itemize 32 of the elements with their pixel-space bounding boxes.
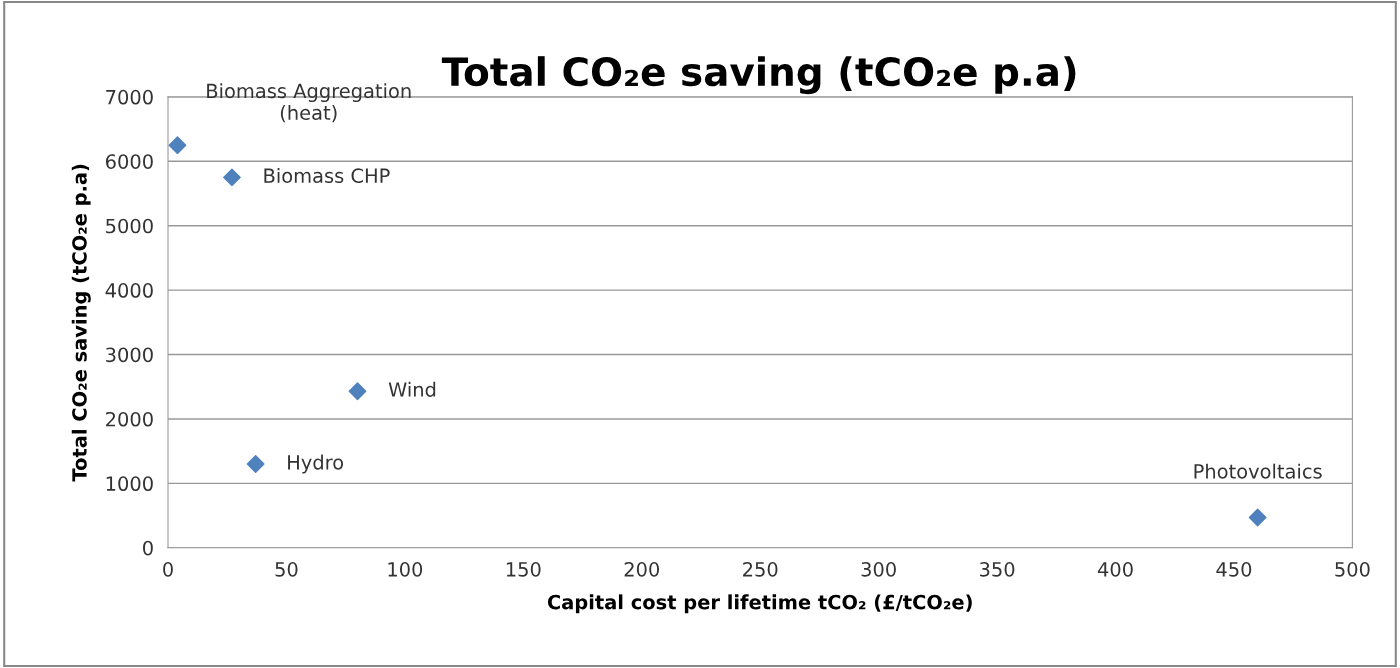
point [168,136,187,155]
x-axis-title: Capital cost per lifetime tCO₂ (£/tCO₂e) [547,594,972,614]
x-tick-label: 250 [743,561,778,577]
x-tick-label: 400 [1097,561,1133,577]
y-axis-title: Total CO₂e saving (tCO₂e p.a) [71,164,91,482]
y-tick-label: 2000 [106,411,153,427]
y-tick-label: 7000 [106,89,153,105]
x-tick-label: 200 [624,561,660,577]
point [223,168,241,187]
annotation: Hydro [288,454,344,474]
annotation: Biomass Aggregation (heat) [207,83,411,123]
y-tick-label: 3000 [106,347,153,363]
x-tick-label: 450 [1216,561,1252,577]
x-tick-label: 500 [1335,561,1370,577]
x-tick-label: 100 [388,561,423,577]
annotation: Wind [388,381,436,397]
x-tick-label: 150 [506,561,541,577]
x-tick-label: 350 [980,561,1015,577]
y-tick-label: 5000 [106,218,153,234]
annotation: Photovoltaics [1194,463,1322,479]
annotation: Biomass CHP [264,167,390,184]
y-tick-label: 1000 [106,476,153,492]
x-tick-label: 50 [275,561,298,577]
y-tick-label: 4000 [105,283,153,298]
point [348,382,367,401]
point [246,455,265,473]
y-tick-label: 6000 [105,154,153,169]
x-tick-label: 300 [861,561,896,577]
point [1248,508,1267,527]
x-tick-label: 0 [163,561,173,577]
y-tick-label: 0 [143,540,153,556]
chart-title: Total CO₂e saving (tCO₂e p.a) [441,56,1076,95]
